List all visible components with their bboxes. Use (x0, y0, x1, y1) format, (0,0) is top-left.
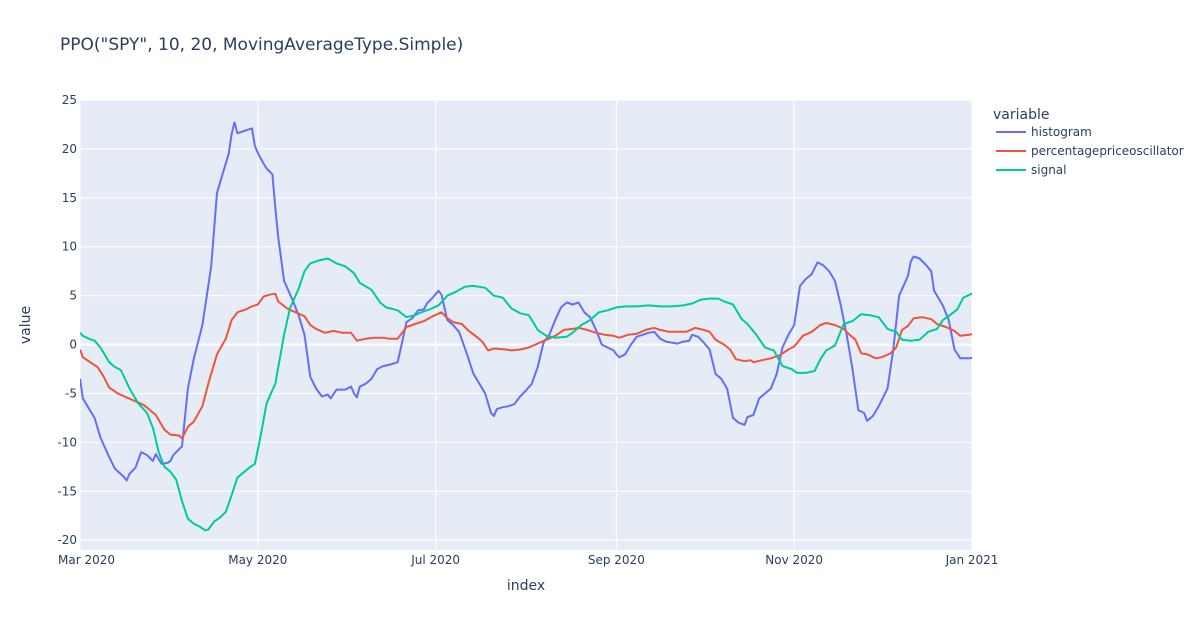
x-tick-label: May 2020 (228, 553, 287, 567)
x-tick-label: Jul 2020 (410, 553, 460, 567)
series-line-histogram (80, 121, 972, 482)
y-tick-label: 25 (62, 93, 77, 107)
y-axis-title: value (18, 306, 34, 344)
legend-label: percentagepriceoscillator (1031, 144, 1184, 158)
x-axis-title: index (507, 578, 545, 594)
legend-label: signal (1031, 163, 1067, 177)
y-tick-label: 10 (62, 240, 77, 254)
y-tick-label: -20 (57, 533, 77, 547)
series-line-percentagepriceoscillator (80, 292, 972, 440)
y-tick-label: 15 (62, 191, 77, 205)
series-lines (80, 121, 972, 532)
y-axis-ticks: -20 -15 -10 -5 0 5 10 15 20 25 (57, 93, 77, 547)
y-tick-label: -5 (65, 386, 77, 400)
x-tick-label: Nov 2020 (765, 553, 823, 567)
y-tick-label: 5 (69, 289, 77, 303)
legend-title: variable (993, 107, 1049, 123)
legend-item-histogram[interactable]: histogram (996, 125, 1092, 139)
legend[interactable]: variable histogram percentagepriceoscilla… (993, 107, 1184, 177)
legend-label: histogram (1031, 125, 1092, 139)
y-tick-label: -10 (57, 435, 77, 449)
x-tick-label: Jan 2021 (945, 553, 999, 567)
x-axis-ticks: Mar 2020 May 2020 Jul 2020 Sep 2020 Nov 2020… (58, 553, 998, 567)
x-tick-label: Sep 2020 (588, 553, 645, 567)
legend-item-signal[interactable]: signal (996, 163, 1067, 177)
y-tick-label: -15 (57, 484, 77, 498)
x-tick-label: Mar 2020 (58, 553, 115, 567)
plot-area (80, 100, 972, 550)
chart-title: PPO("SPY", 10, 20, MovingAverageType.Sim… (60, 35, 463, 55)
y-tick-label: 0 (69, 338, 77, 352)
legend-item-percentagepriceoscillator[interactable]: percentagepriceoscillator (996, 144, 1184, 158)
series-line-signal (80, 257, 972, 532)
y-tick-label: 20 (62, 142, 77, 156)
